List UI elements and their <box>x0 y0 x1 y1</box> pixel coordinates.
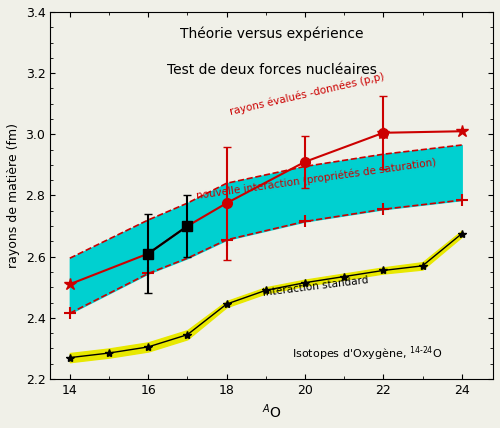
Text: rayons évalués -données (p,p): rayons évalués -données (p,p) <box>228 71 386 116</box>
Text: interaction standard: interaction standard <box>262 275 370 298</box>
Text: nouvelle interaction (propriétés de saturation): nouvelle interaction (propriétés de satu… <box>196 157 436 201</box>
Text: Test de deux forces nucléaires: Test de deux forces nucléaires <box>166 63 376 77</box>
X-axis label: $^{A}$O: $^{A}$O <box>262 402 281 421</box>
Y-axis label: rayons de matière (fm): rayons de matière (fm) <box>7 123 20 268</box>
Text: Isotopes d'Oxygène, $^{14\text{-}24}$O: Isotopes d'Oxygène, $^{14\text{-}24}$O <box>292 344 442 363</box>
Text: Théorie versus expérience: Théorie versus expérience <box>180 27 364 41</box>
